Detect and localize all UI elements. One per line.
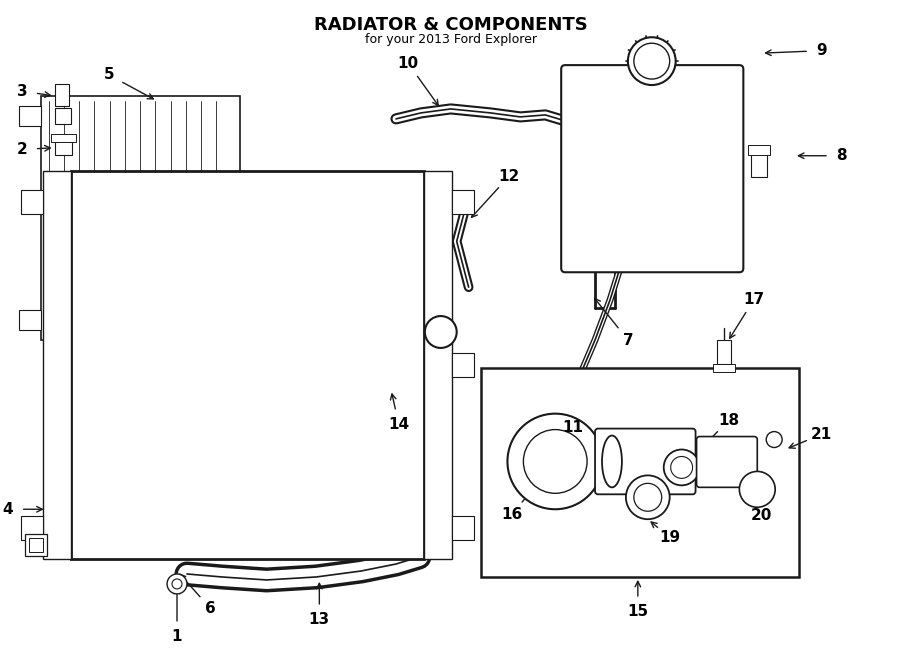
Text: 8: 8 xyxy=(837,148,847,164)
Circle shape xyxy=(634,43,670,79)
FancyBboxPatch shape xyxy=(697,436,757,487)
Text: 17: 17 xyxy=(743,291,765,307)
Bar xyxy=(55,108,70,124)
Bar xyxy=(21,190,42,214)
Text: 20: 20 xyxy=(751,508,771,523)
Circle shape xyxy=(524,430,587,493)
Circle shape xyxy=(626,475,670,519)
Text: 16: 16 xyxy=(501,507,523,522)
Circle shape xyxy=(508,414,603,509)
Text: 1: 1 xyxy=(172,629,183,644)
Bar xyxy=(19,310,40,330)
Text: 19: 19 xyxy=(659,530,680,545)
Bar xyxy=(50,134,76,142)
Text: 3: 3 xyxy=(16,83,27,99)
Bar xyxy=(40,96,239,340)
Text: 2: 2 xyxy=(16,142,27,157)
Text: 10: 10 xyxy=(398,56,418,71)
Text: 21: 21 xyxy=(810,427,832,442)
Bar xyxy=(24,534,47,556)
Bar xyxy=(452,190,473,214)
Text: 11: 11 xyxy=(562,420,583,435)
Text: 13: 13 xyxy=(309,612,330,628)
Bar xyxy=(424,171,452,559)
Bar xyxy=(714,364,735,372)
Bar xyxy=(70,171,424,559)
Text: RADIATOR & COMPONENTS: RADIATOR & COMPONENTS xyxy=(314,17,588,34)
Text: 4: 4 xyxy=(3,502,14,517)
Bar xyxy=(481,368,799,577)
Circle shape xyxy=(172,579,182,589)
Bar xyxy=(452,516,473,540)
FancyBboxPatch shape xyxy=(595,428,696,495)
Bar xyxy=(55,141,73,155)
Bar xyxy=(452,353,473,377)
Bar xyxy=(717,340,732,364)
Text: 9: 9 xyxy=(816,43,827,58)
FancyBboxPatch shape xyxy=(562,65,743,272)
Circle shape xyxy=(167,574,187,594)
Text: 14: 14 xyxy=(388,417,410,432)
Bar xyxy=(55,84,68,106)
Circle shape xyxy=(634,483,661,511)
Bar xyxy=(752,149,767,177)
Circle shape xyxy=(670,457,693,479)
Circle shape xyxy=(425,316,456,348)
Bar xyxy=(42,171,70,559)
Bar xyxy=(29,538,42,552)
Text: 5: 5 xyxy=(104,68,114,82)
Bar xyxy=(19,106,40,126)
Bar xyxy=(21,516,42,540)
Ellipse shape xyxy=(602,436,622,487)
Text: 18: 18 xyxy=(718,412,739,428)
Circle shape xyxy=(766,432,782,448)
Circle shape xyxy=(740,471,775,507)
Text: 15: 15 xyxy=(627,604,648,620)
Text: 12: 12 xyxy=(499,169,520,183)
Text: 7: 7 xyxy=(623,332,634,348)
Circle shape xyxy=(663,449,699,485)
Text: 6: 6 xyxy=(205,601,216,616)
Circle shape xyxy=(628,37,676,85)
Bar xyxy=(748,145,770,155)
Text: for your 2013 Ford Explorer: for your 2013 Ford Explorer xyxy=(364,33,536,46)
